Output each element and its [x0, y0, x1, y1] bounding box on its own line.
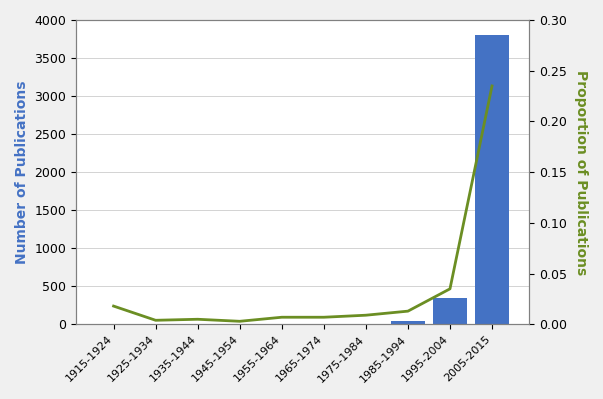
Bar: [391, 320, 425, 324]
Y-axis label: Number of Publications: Number of Publications: [15, 81, 29, 264]
Y-axis label: Proportion of Publications: Proportion of Publications: [574, 69, 588, 275]
Bar: [433, 298, 467, 324]
Bar: [475, 35, 509, 324]
